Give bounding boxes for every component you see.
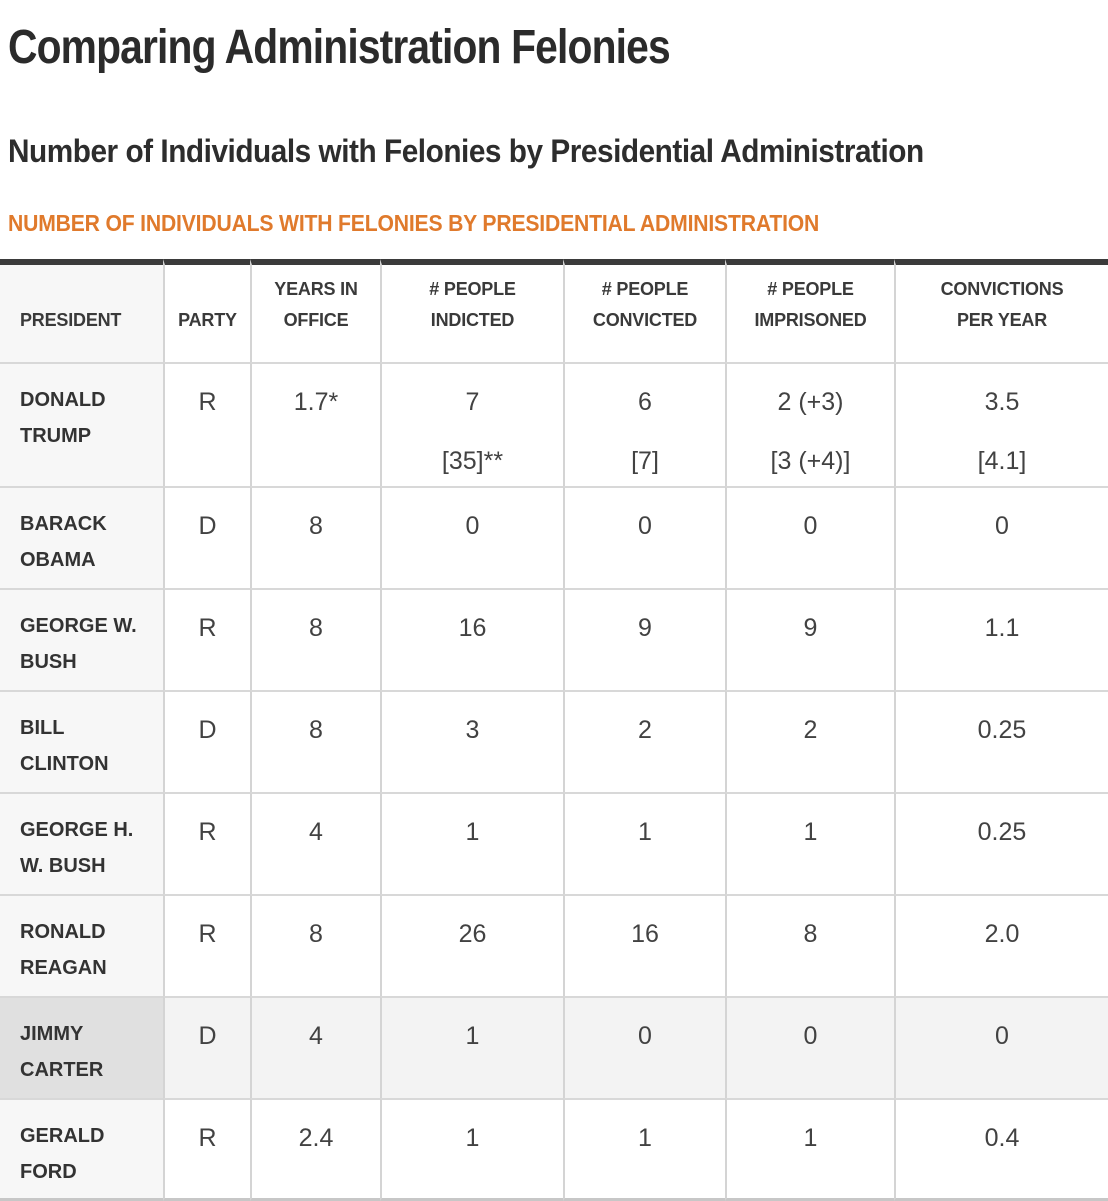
people-convicted-cell: 2 (563, 690, 725, 792)
table-header: PRESIDENT PARTY YEARS IN OFFICE # PEOPLE I… (0, 259, 1108, 362)
column-header-people-convicted: # PEOPLE CONVICTED (563, 259, 725, 362)
table-row-jimmy-carter: JIMMY CARTER D 4 1 0 0 0 (0, 996, 1108, 1098)
people-indicted-cell: 16 (380, 588, 563, 690)
convictions-per-year-cell: 0.4 (894, 1098, 1108, 1201)
people-indicted-cell: 1 (380, 1098, 563, 1201)
convictions-per-year-cell: 0.25 (894, 792, 1108, 894)
people-imprisoned-cell: 8 (725, 894, 894, 996)
column-header-convictions-per-year: CONVICTIONS PER YEAR (894, 259, 1108, 362)
years-in-office-cell: 4 (250, 996, 380, 1098)
people-indicted-cell: 3 (380, 690, 563, 792)
party-cell: R (163, 894, 250, 996)
people-imprisoned-cell: 2 (725, 690, 894, 792)
party-cell: D (163, 690, 250, 792)
people-indicted-cell: 1 (380, 792, 563, 894)
years-in-office-cell: 2.4 (250, 1098, 380, 1201)
president-cell: RONALD REAGAN (0, 894, 163, 996)
people-convicted-cell: 0 (563, 486, 725, 588)
convictions-per-year-cell: 2.0 (894, 894, 1108, 996)
years-in-office-cell: 8 (250, 486, 380, 588)
column-header-people-imprisoned: # PEOPLE IMPRISONED (725, 259, 894, 362)
convictions-per-year-cell: 0 (894, 996, 1108, 1098)
page-title: Comparing Administration Felonies (8, 21, 671, 74)
chart-subtitle: Number of Individuals with Felonies by P… (8, 133, 924, 169)
years-in-office-cell: 4 (250, 792, 380, 894)
column-header-party: PARTY (163, 259, 250, 362)
convictions-per-year-cell: 0.25 (894, 690, 1108, 792)
people-convicted-cell: 1 (563, 1098, 725, 1201)
header-row: PRESIDENT PARTY YEARS IN OFFICE # PEOPLE I… (0, 259, 1108, 362)
table-body: DONALD TRUMP R 1.7* 7 [35]** 6 [7] 2 (+3) [3… (0, 362, 1108, 1201)
convictions-per-year-cell: 3.5 [4.1] (894, 362, 1108, 486)
president-cell: GERALD FORD (0, 1098, 163, 1201)
people-convicted-cell: 16 (563, 894, 725, 996)
years-in-office-cell: 8 (250, 690, 380, 792)
people-convicted-cell: 6 [7] (563, 362, 725, 486)
president-cell: GEORGE H. W. BUSH (0, 792, 163, 894)
table-row-bill-clinton: BILL CLINTON D 8 3 2 2 0.25 (0, 690, 1108, 792)
convictions-per-year-cell: 0 (894, 486, 1108, 588)
party-cell: R (163, 362, 250, 486)
people-convicted-cell: 9 (563, 588, 725, 690)
people-convicted-cell: 1 (563, 792, 725, 894)
years-in-office-cell: 8 (250, 894, 380, 996)
table-kicker: NUMBER OF INDIVIDUALS WITH FELONIES BY P… (8, 210, 820, 236)
table-row-george-w-bush: GEORGE W. BUSH R 8 16 9 9 1.1 (0, 588, 1108, 690)
table-row-gerald-ford: GERALD FORD R 2.4 1 1 1 0.4 (0, 1098, 1108, 1201)
header-block: Comparing Administration Felonies Number… (0, 0, 1108, 259)
table-row-george-h-w-bush: GEORGE H. W. BUSH R 4 1 1 1 0.25 (0, 792, 1108, 894)
party-cell: R (163, 792, 250, 894)
people-imprisoned-cell: 1 (725, 792, 894, 894)
people-imprisoned-cell: 9 (725, 588, 894, 690)
party-cell: R (163, 1098, 250, 1201)
table-row-barack-obama: BARACK OBAMA D 8 0 0 0 0 (0, 486, 1108, 588)
people-indicted-cell: 1 (380, 996, 563, 1098)
president-cell: DONALD TRUMP (0, 362, 163, 486)
people-indicted-cell: 0 (380, 486, 563, 588)
people-imprisoned-cell: 0 (725, 996, 894, 1098)
column-header-president: PRESIDENT (0, 259, 163, 362)
party-cell: R (163, 588, 250, 690)
years-in-office-cell: 1.7* (250, 362, 380, 486)
table-row-ronald-reagan: RONALD REAGAN R 8 26 16 8 2.0 (0, 894, 1108, 996)
president-cell: BARACK OBAMA (0, 486, 163, 588)
people-imprisoned-cell: 2 (+3) [3 (+4)] (725, 362, 894, 486)
party-cell: D (163, 486, 250, 588)
president-cell: JIMMY CARTER (0, 996, 163, 1098)
column-header-years-in-office: YEARS IN OFFICE (250, 259, 380, 362)
felonies-table: PRESIDENT PARTY YEARS IN OFFICE # PEOPLE I… (0, 259, 1108, 1201)
people-imprisoned-cell: 0 (725, 486, 894, 588)
people-indicted-cell: 7 [35]** (380, 362, 563, 486)
column-header-people-indicted: # PEOPLE INDICTED (380, 259, 563, 362)
convictions-per-year-cell: 1.1 (894, 588, 1108, 690)
president-cell: GEORGE W. BUSH (0, 588, 163, 690)
president-cell: BILL CLINTON (0, 690, 163, 792)
people-indicted-cell: 26 (380, 894, 563, 996)
people-imprisoned-cell: 1 (725, 1098, 894, 1201)
people-convicted-cell: 0 (563, 996, 725, 1098)
party-cell: D (163, 996, 250, 1098)
years-in-office-cell: 8 (250, 588, 380, 690)
table-row-donald-trump: DONALD TRUMP R 1.7* 7 [35]** 6 [7] 2 (+3) [3… (0, 362, 1108, 486)
